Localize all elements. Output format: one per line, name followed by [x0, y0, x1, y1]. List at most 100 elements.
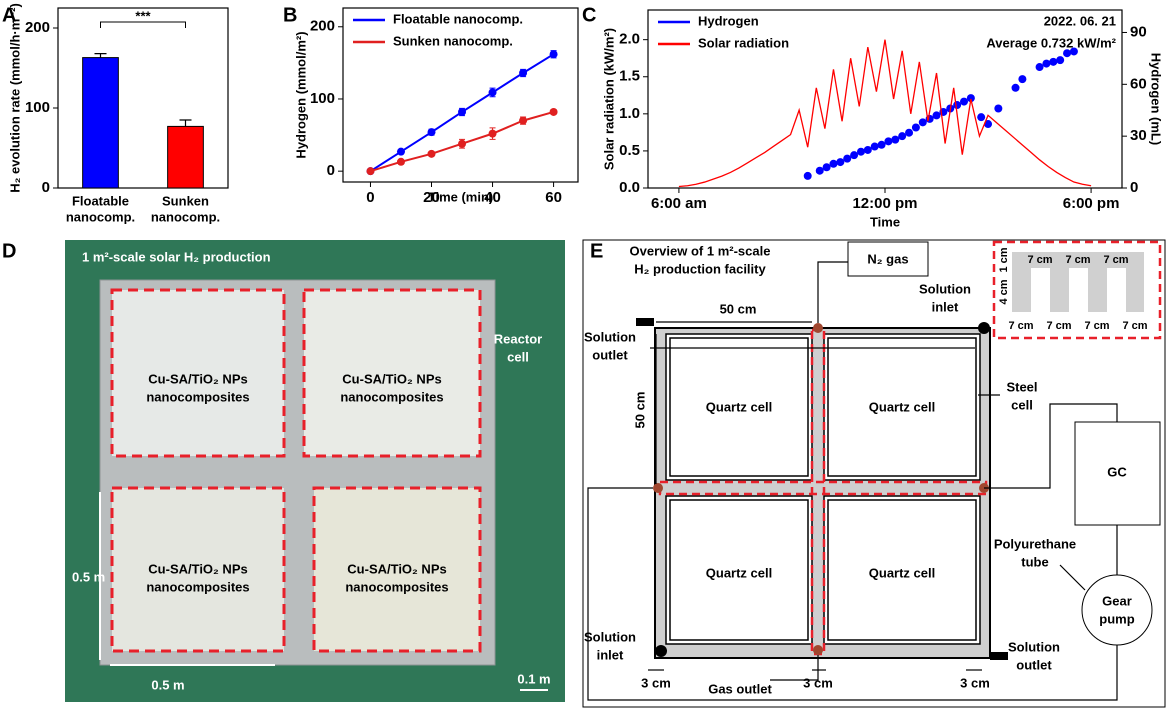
sample-label: nanocomposites	[146, 579, 249, 594]
x-tick-label: 0	[366, 189, 374, 206]
x-tick-label: 6:00 am	[651, 195, 707, 212]
marker	[488, 88, 497, 97]
y2-tick-label: 60	[1130, 75, 1147, 92]
gc-label: GC	[1107, 464, 1127, 479]
marker	[877, 140, 886, 149]
marker	[977, 113, 986, 122]
y-tick-label: 1.5	[619, 68, 640, 85]
panel-d: D 1 m²-scale solar H₂ production Reactor…	[2, 240, 565, 702]
dimension-line	[648, 321, 982, 671]
inset-label: 7 cm	[1122, 320, 1147, 332]
port-label: Solution	[584, 329, 636, 344]
y-axis-label: H₂ evolution rate (mmol/h·m⁻²)	[7, 3, 22, 193]
marker	[549, 107, 558, 116]
scale-label: 0.1 m	[517, 671, 550, 686]
legend-label: Solar radiation	[698, 35, 789, 50]
reactor-cell	[112, 290, 284, 456]
y-tick-label: 200	[25, 19, 50, 36]
plot-frame	[342, 7, 579, 183]
legend-label: Hydrogen	[698, 13, 759, 28]
diagram-title: H₂ production facility	[634, 261, 766, 276]
marker	[1018, 75, 1027, 84]
panel-border	[582, 239, 1166, 708]
y-axis-label: Hydrogen (mmol/m²)	[293, 31, 308, 158]
marker	[884, 137, 893, 146]
marker	[458, 139, 467, 148]
y-tick-label: 0	[42, 179, 50, 196]
gap-label: 3 cm	[641, 675, 671, 690]
diagram-title: Overview of 1 m²-scale	[630, 243, 771, 258]
marker	[994, 104, 1003, 113]
marker	[427, 128, 436, 137]
inset-label: 7 cm	[1103, 254, 1128, 266]
outlet-port	[990, 652, 1008, 660]
annotation: 2022. 06. 21	[1044, 13, 1116, 28]
y2-tick-label: 30	[1130, 127, 1147, 144]
error-bar	[94, 53, 107, 58]
y2-tick-label: 0	[1130, 179, 1138, 196]
marker	[803, 171, 812, 180]
marker	[1049, 57, 1058, 66]
x-tick-label: 40	[484, 189, 501, 206]
steel-label: Steel	[1006, 379, 1037, 394]
marker	[870, 142, 879, 151]
annotation: Average 0.732 kW/m²	[986, 35, 1116, 50]
port-label: inlet	[597, 647, 624, 662]
dimension-label: 50 cm	[632, 392, 647, 429]
inset-label: 4 cm	[998, 279, 1010, 304]
photo-title: 1 m²-scale solar H₂ production	[82, 249, 271, 264]
tube-label: Polyurethane	[994, 536, 1076, 551]
marker	[822, 163, 831, 172]
series-line	[678, 39, 1092, 188]
port-label: Solution	[919, 281, 971, 296]
quartz-label: Quartz cell	[869, 399, 935, 414]
legend-label: Floatable nanocomp.	[393, 11, 523, 26]
reactor-cell-label: Reactor	[494, 331, 542, 346]
marker	[549, 50, 558, 59]
marker	[863, 145, 872, 154]
plot-frame	[57, 7, 229, 189]
port-label: Solution	[584, 629, 636, 644]
dimension-label: 50 cm	[720, 301, 757, 316]
gear-pump	[1081, 574, 1153, 646]
reactor-cell	[304, 290, 480, 456]
inlet-port	[655, 645, 667, 657]
n2-label: N₂ gas	[867, 251, 908, 266]
inset-label: 7 cm	[1027, 254, 1052, 266]
marker	[1063, 49, 1072, 58]
dimension-arrow	[99, 492, 548, 691]
x-tick-label: 6:00 pm	[1063, 195, 1120, 212]
bar	[82, 57, 119, 189]
y-tick-label: 0	[327, 162, 335, 179]
x-tick-label: Floatable	[72, 193, 129, 208]
quartz-label: Quartz cell	[706, 565, 772, 580]
marker	[815, 166, 824, 175]
x-axis-label: Time	[870, 214, 900, 229]
inset-label: 1 cm	[998, 247, 1010, 272]
sample-label: Cu-SA/TiO₂ NPs	[148, 371, 247, 386]
y-tick-label: 1.0	[619, 105, 640, 122]
y-tick-label: 100	[310, 90, 335, 107]
marker	[905, 128, 914, 137]
marker	[396, 157, 405, 166]
panel-label: D	[2, 240, 16, 262]
marker	[829, 159, 838, 168]
marker	[984, 120, 993, 129]
y-tick-label: 2.0	[619, 31, 640, 48]
marker	[850, 151, 859, 160]
quartz-label: Quartz cell	[869, 565, 935, 580]
marker	[1011, 83, 1020, 92]
n2-box	[847, 241, 929, 277]
marker	[488, 129, 497, 138]
x-tick-label: 20	[423, 189, 440, 206]
quartz-label: Quartz cell	[706, 399, 772, 414]
marker	[1042, 59, 1051, 68]
steel-label: cell	[1011, 397, 1033, 412]
marker	[911, 123, 920, 132]
marker	[836, 158, 845, 167]
tube-label: tube	[1021, 554, 1048, 569]
marker	[898, 132, 907, 141]
port-label: Solution	[1008, 639, 1060, 654]
significance-bracket	[100, 21, 186, 28]
sample-label: Cu-SA/TiO₂ NPs	[148, 561, 247, 576]
